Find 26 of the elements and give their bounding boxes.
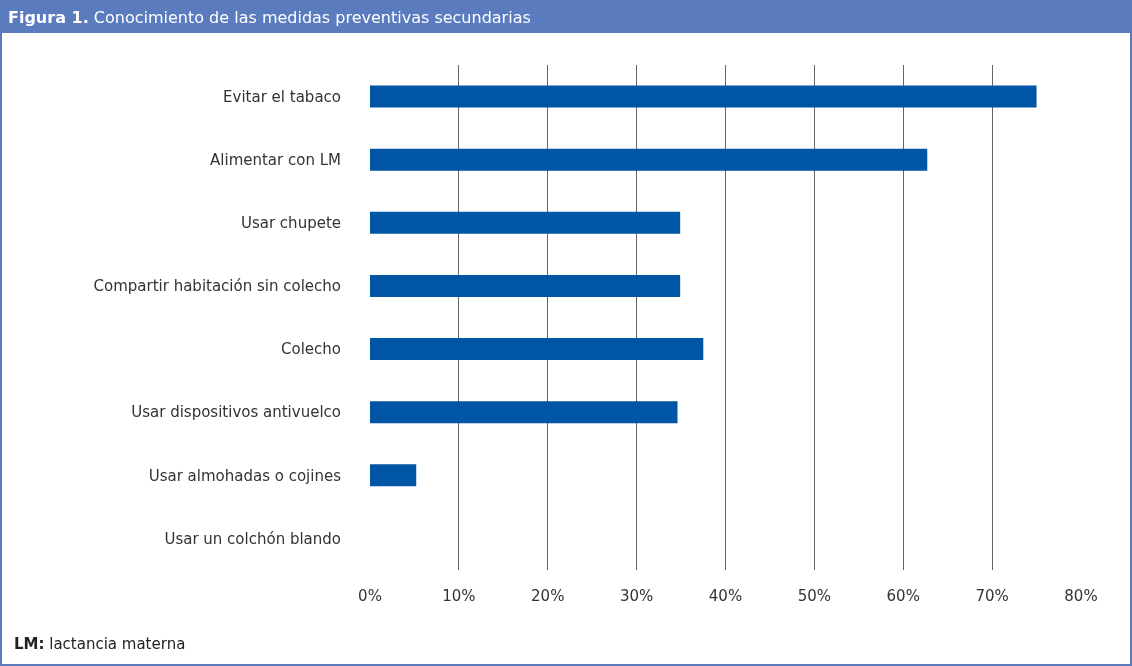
y-tick-label: Usar un colchón blando	[164, 529, 341, 548]
y-tick-label: Usar almohadas o cojines	[148, 466, 342, 485]
x-tick-label: 50%	[797, 587, 832, 605]
x-tick-label: 30%	[619, 587, 654, 605]
y-tick-label: Evitar el tabaco	[223, 87, 341, 106]
y-tick-label: Alimentar con LM	[210, 150, 341, 169]
x-tick-label: 70%	[975, 587, 1009, 605]
bar	[370, 211, 681, 234]
x-tick-label: 40%	[708, 587, 743, 605]
bar	[370, 85, 1037, 108]
text: LM: lactancia materna	[14, 635, 186, 653]
bar	[370, 464, 417, 487]
x-tick-label: 20%	[531, 587, 565, 605]
y-tick-label: Compartir habitación sin colecho	[93, 277, 341, 296]
x-tick-label: 60%	[886, 587, 920, 605]
bar	[370, 401, 678, 424]
x-tick-label: 80%	[1064, 587, 1098, 605]
bar	[370, 338, 704, 361]
x-tick-label: 10%	[442, 587, 476, 605]
y-tick-label: Usar chupete	[240, 214, 341, 233]
x-tick-label: 0%	[358, 587, 382, 605]
chart-title: Figura 1. Conocimiento de las medidas preventivas secundarias	[8, 7, 531, 27]
bar	[370, 148, 928, 171]
y-tick-label: Colecho	[281, 340, 341, 359]
bar	[370, 274, 681, 297]
y-tick-label: Usar dispositivos antivuelco	[131, 403, 341, 422]
